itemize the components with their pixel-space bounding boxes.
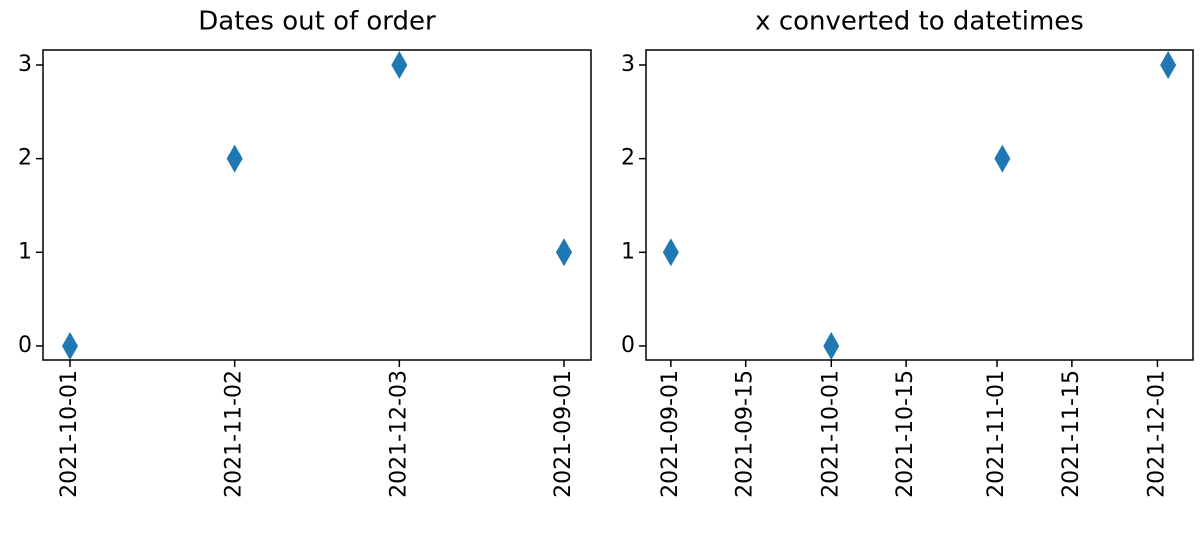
x-tick-label: 2021-09-01 — [551, 370, 576, 498]
y-tick-label: 0 — [18, 333, 32, 358]
y-tick-label: 3 — [18, 52, 32, 77]
x-tick-label: 2021-09-15 — [733, 370, 758, 498]
point — [556, 238, 572, 267]
x-tick-label: 2021-10-15 — [893, 370, 918, 498]
point — [994, 144, 1011, 173]
point — [823, 331, 840, 360]
point — [226, 144, 243, 173]
x-tick-label: 2021-10-01 — [818, 370, 843, 498]
point — [62, 331, 78, 360]
y-tick-label: 2 — [18, 146, 32, 171]
y-tick-label: 0 — [621, 333, 635, 358]
x-tick-label: 2021-12-01 — [1144, 370, 1169, 498]
x-tick-label: 2021-10-01 — [57, 370, 82, 498]
x-tick-label: 2021-11-01 — [984, 370, 1009, 498]
x-tick-label: 2021-11-02 — [222, 370, 247, 498]
y-tick-label: 1 — [18, 239, 32, 264]
y-tick-label: 2 — [621, 146, 635, 171]
axes-frame — [645, 49, 1194, 361]
point — [662, 238, 679, 267]
y-tick-label: 3 — [621, 52, 635, 77]
point — [1160, 50, 1177, 79]
x-tick-label: 2021-09-01 — [658, 370, 683, 498]
point — [391, 50, 408, 79]
y-tick-label: 1 — [621, 239, 635, 264]
x-tick-label: 2021-11-15 — [1059, 370, 1084, 498]
x-tick-label: 2021-12-03 — [386, 370, 411, 498]
chart-title: Dates out of order — [198, 7, 436, 37]
axes-frame — [42, 49, 592, 361]
chart-title: x converted to datetimes — [755, 7, 1084, 37]
